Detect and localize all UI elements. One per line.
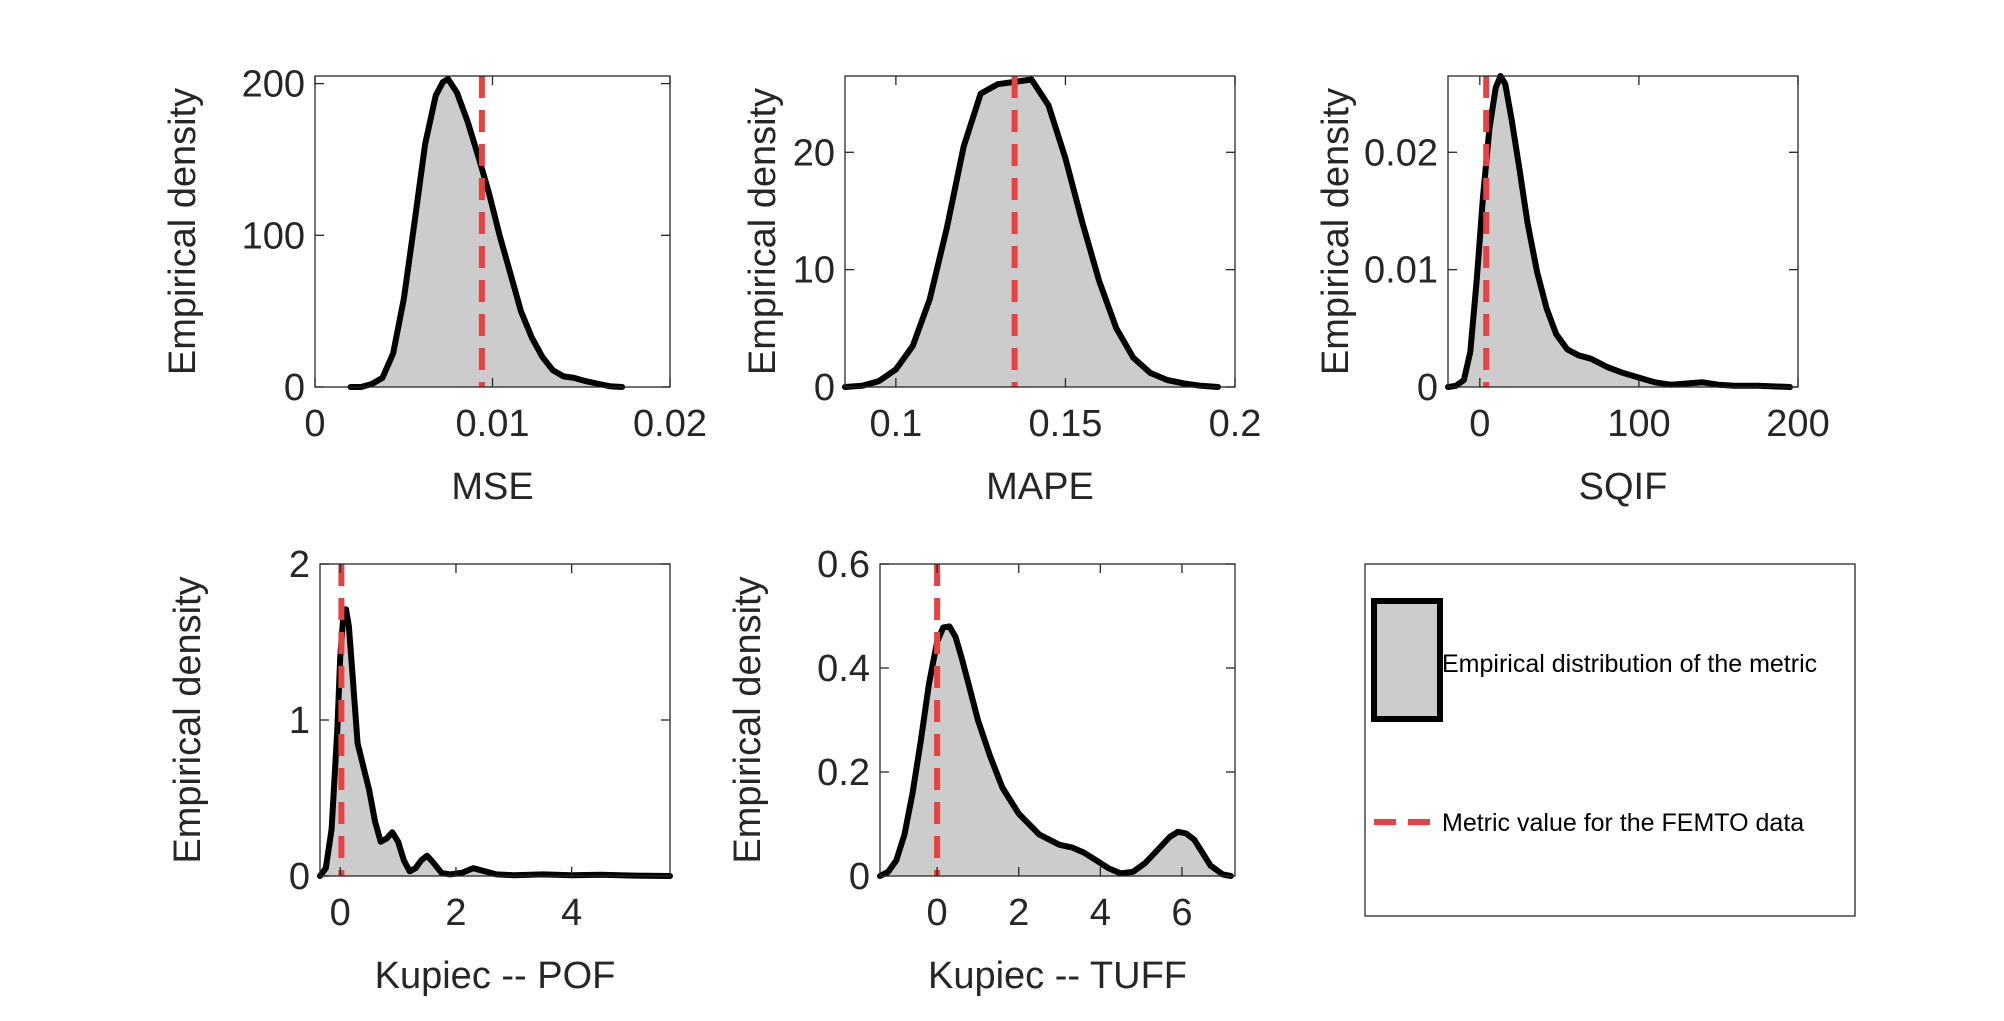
kupiec-pof-ytick-label: 1 bbox=[289, 700, 310, 742]
legend-label-metric-value: Metric value for the FEMTO data bbox=[1442, 809, 1804, 837]
panel-mape: 0.1 0.15 0.2 0 10 20 MAPE Empirical density bbox=[742, 75, 1262, 508]
kupiec-tuff-ylabel: Empirical density bbox=[727, 576, 769, 863]
kupiec-tuff-xtick-label: 4 bbox=[1090, 892, 1111, 934]
mse-xtick-label: 0 bbox=[304, 403, 325, 445]
sqif-xlabel: SQIF bbox=[1579, 466, 1668, 508]
kupiec-pof-ylabel: Empirical density bbox=[167, 576, 209, 863]
kupiec-pof-xtick-label: 0 bbox=[330, 892, 351, 934]
mape-density-curve bbox=[842, 76, 1221, 390]
mape-ylabel: Empirical density bbox=[742, 88, 784, 375]
sqif-xtick-label: 100 bbox=[1607, 403, 1670, 445]
panel-mse: 0 0.01 0.02 0 100 200 MSE Empirical density bbox=[162, 64, 707, 508]
mape-ytick-label: 0 bbox=[814, 367, 835, 409]
kupiec-tuff-ytick-label: 0 bbox=[849, 856, 870, 898]
mse-xtick-label: 0.01 bbox=[456, 403, 530, 445]
kupiec-tuff-ytick-label: 0.6 bbox=[817, 544, 870, 586]
mape-density-area bbox=[845, 79, 1218, 387]
sqif-xtick-label: 200 bbox=[1766, 403, 1829, 445]
mse-ytick-label: 100 bbox=[242, 215, 305, 257]
mape-xlabel: MAPE bbox=[986, 466, 1094, 508]
kupiec-pof-density-area bbox=[320, 609, 670, 876]
sqif-ytick-label: 0.02 bbox=[1364, 132, 1438, 174]
mape-xtick-label: 0.2 bbox=[1209, 403, 1262, 445]
mape-xtick-label: 0.1 bbox=[869, 403, 922, 445]
mape-ytick-label: 10 bbox=[793, 250, 835, 292]
kupiec-tuff-xlabel: Kupiec -- TUFF bbox=[928, 955, 1187, 997]
kupiec-tuff-ytick-label: 0.2 bbox=[817, 752, 870, 794]
kupiec-tuff-axes-frame bbox=[879, 563, 1236, 877]
kupiec-pof-density-curve bbox=[317, 606, 673, 879]
mse-density-area bbox=[350, 79, 623, 387]
sqif-xtick-label: 0 bbox=[1469, 403, 1490, 445]
kupiec-pof-xlabel: Kupiec -- POF bbox=[375, 955, 616, 997]
kupiec-tuff-ytick-label: 0.4 bbox=[817, 648, 870, 690]
legend-frame bbox=[1364, 563, 1856, 917]
kupiec-pof-xtick-label: 4 bbox=[561, 892, 582, 934]
legend-patch-swatch bbox=[1371, 598, 1443, 722]
sqif-density-curve bbox=[1445, 73, 1793, 390]
legend-label-distribution: Empirical distribution of the metric bbox=[1442, 650, 1817, 678]
kupiec-tuff-xtick-label: 2 bbox=[1008, 892, 1029, 934]
sqif-ylabel: Empirical density bbox=[1315, 88, 1357, 375]
sqif-axes-frame bbox=[1447, 75, 1799, 388]
kupiec-tuff-xtick-label: 6 bbox=[1171, 892, 1192, 934]
legend: Empirical distribution of the metric Met… bbox=[1364, 563, 1856, 917]
mse-xtick-label: 0.02 bbox=[633, 403, 707, 445]
mse-xlabel: MSE bbox=[451, 466, 533, 508]
kupiec-pof-ytick-label: 2 bbox=[289, 544, 310, 586]
mape-xtick-label: 0.15 bbox=[1028, 403, 1102, 445]
mse-density-curve bbox=[347, 76, 626, 390]
sqif-density-area bbox=[1448, 76, 1790, 387]
panel-sqif: 0 100 200 0 0.01 0.02 SQIF Empirical density bbox=[1315, 73, 1830, 508]
mape-axes-frame bbox=[844, 75, 1236, 388]
mape-ytick-label: 20 bbox=[793, 132, 835, 174]
mse-ytick-label: 0 bbox=[284, 367, 305, 409]
sqif-ytick-label: 0.01 bbox=[1364, 250, 1438, 292]
kupiec-pof-ytick-label: 0 bbox=[289, 856, 310, 898]
kupiec-tuff-density-curve bbox=[877, 623, 1234, 879]
sqif-ytick-label: 0 bbox=[1417, 367, 1438, 409]
kupiec-pof-xtick-label: 2 bbox=[445, 892, 466, 934]
mse-ylabel: Empirical density bbox=[162, 88, 204, 375]
mse-ytick-label: 200 bbox=[242, 64, 305, 106]
panel-kupiec-tuff: 0 2 4 6 0 0.2 0.4 0.6 Kupiec -- TUFF Empirical de… bbox=[727, 544, 1236, 997]
panel-kupiec-pof: 0 2 4 0 1 2 Kupiec -- POF Empirical density bbox=[167, 544, 673, 997]
kupiec-tuff-xtick-label: 0 bbox=[927, 892, 948, 934]
